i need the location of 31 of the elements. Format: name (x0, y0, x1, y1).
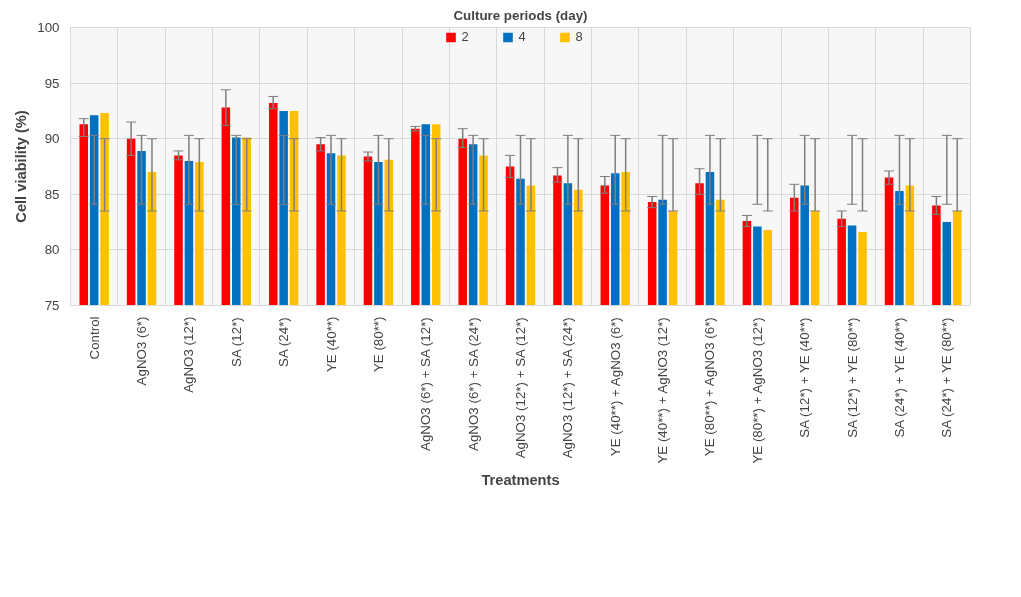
legend-title: Culture periods (day) (453, 7, 588, 23)
y-tick-label: 85 (44, 186, 60, 202)
x-tick-label: Control (86, 316, 102, 360)
x-tick-label: AgNO3 (6*) + SA (12*) (418, 317, 434, 451)
x-tick-label: YE (40**) + AgNO3 (6*) (607, 317, 623, 457)
legend-label: 8 (575, 29, 584, 44)
y-tick-label: 80 (44, 242, 60, 258)
y-tick-label: 95 (44, 75, 60, 91)
x-tick-label: AgNO3 (6*) + SA (24*) (465, 317, 481, 451)
x-tick-label: SA (12*) + YE (40**) (797, 317, 813, 438)
x-tick-label: YE (80**) (370, 316, 386, 373)
x-tick-label: AgNO3 (12*) + SA (12*) (513, 317, 528, 459)
y-tick-label: 75 (44, 298, 60, 313)
x-tick-label: SA (24*) + YE (40**) (891, 317, 907, 438)
y-tick-label: 90 (44, 131, 60, 147)
x-tick-label: AgNO3 (6*) (134, 316, 150, 386)
x-tick-label: SA (12*) (228, 317, 244, 367)
x-tick-label: SA (24*) (276, 317, 292, 367)
x-tick-label: AgNO3 (12*) (181, 316, 197, 393)
x-tick-label: SA (12*) + YE (80**) (844, 317, 860, 438)
y-tick-label: 100 (37, 20, 60, 35)
x-tick-label: YE (40**) + AgNO3 (12*) (655, 317, 671, 464)
x-tick-label: YE (80**) + AgNO3 (12*) (749, 317, 765, 464)
x-tick-label: YE (80**) + AgNO3 (6*) (702, 317, 718, 457)
y-axis-title: Cell viability (%) (13, 110, 30, 223)
legend-label: 4 (518, 29, 527, 44)
x-tick-label: SA (24*) + YE (80**) (939, 317, 955, 438)
x-axis-title: Treatments (481, 471, 560, 488)
x-tick-label: YE (40**) (323, 316, 339, 373)
x-tick-label: AgNO3 (12*) + SA (24*) (560, 317, 576, 459)
legend-label: 2 (461, 29, 470, 44)
